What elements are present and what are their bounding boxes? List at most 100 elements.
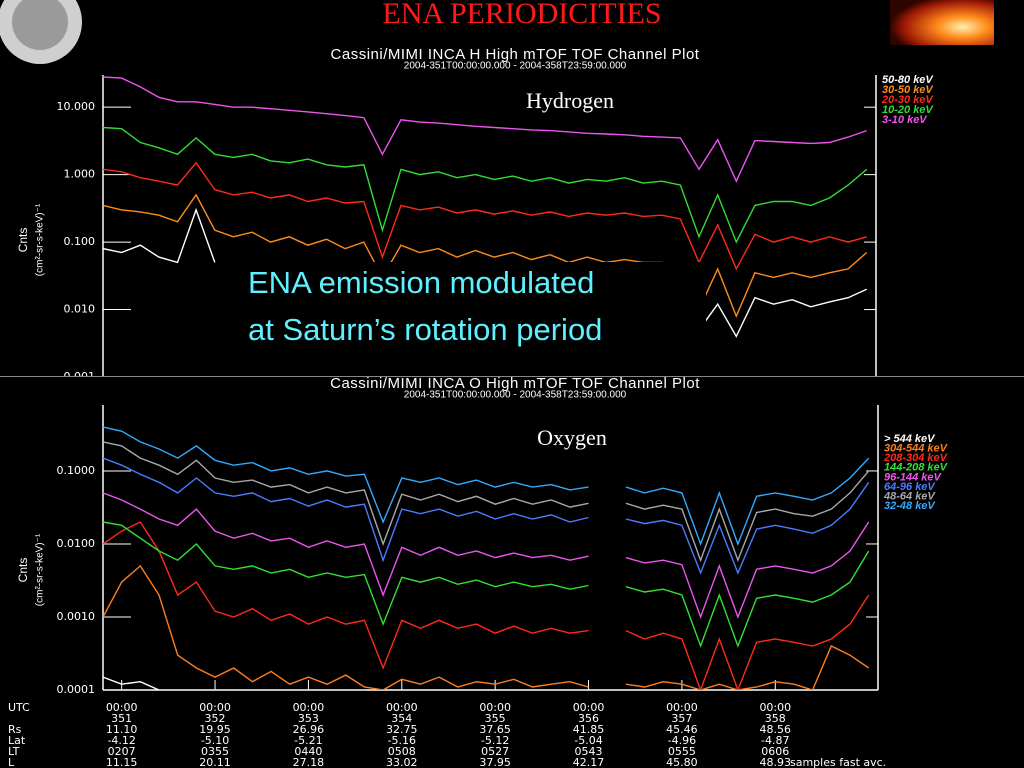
y-label: Cnts (cm²-sr-s-keV)⁻¹ — [16, 203, 45, 276]
cell: 42.17 — [573, 756, 605, 768]
y-label-line: (cm²-sr-s-keV)⁻¹ — [35, 203, 46, 276]
legend-entry: 64-96 keV — [884, 481, 936, 493]
annotation-line: at Saturn’s rotation period — [248, 312, 602, 347]
legend-entry: 144-208 keV — [884, 462, 949, 474]
legend-entry: 304-544 keV — [884, 443, 949, 455]
cell: -5.04 — [574, 734, 602, 747]
cell: 00:00 — [573, 701, 605, 714]
chart-label: Hydrogen — [526, 88, 614, 113]
logo-inner — [12, 0, 68, 50]
cell: -5.21 — [294, 734, 322, 747]
y-tick-label: 10.000 — [57, 100, 96, 113]
cell: 00:00 — [759, 701, 791, 714]
cell: 37.65 — [479, 723, 511, 736]
cell: 32.75 — [386, 723, 418, 736]
cell: 0543 — [575, 745, 603, 758]
y-tick-label: 0.0010 — [57, 610, 96, 623]
series-line — [103, 426, 870, 547]
cell: -4.87 — [761, 734, 789, 747]
row-name: Rs — [8, 723, 22, 736]
cell: 00:00 — [666, 701, 698, 714]
cell: 0606 — [761, 745, 789, 758]
legend-entry: 96-144 keV — [884, 471, 943, 483]
annotation-box — [244, 262, 706, 354]
cell: 0440 — [294, 745, 322, 758]
y-label: Cnts (cm²-sr-s-keV)⁻¹ — [16, 533, 45, 606]
y-label-line: Cnts — [16, 558, 30, 583]
series-line — [103, 457, 870, 575]
series-line — [103, 193, 868, 318]
x-tick-label: 356 — [578, 712, 599, 725]
cell: 00:00 — [106, 701, 138, 714]
row-name: Lat — [8, 734, 26, 747]
cell: 0555 — [668, 745, 696, 758]
series-group — [103, 76, 868, 338]
cell: 00:00 — [199, 701, 231, 714]
chart: Cassini/MIMI INCA O High mTOF TOF Channe… — [16, 375, 949, 696]
cell: 26.96 — [293, 723, 325, 736]
legend-entry: 10-20 keV — [882, 104, 934, 116]
charts: Cassini/MIMI INCA H High mTOF TOF Channe… — [16, 46, 948, 696]
row-name: UTC — [8, 701, 30, 714]
series-line — [103, 492, 870, 620]
series-line — [103, 76, 867, 183]
series-line — [103, 521, 870, 649]
saturn-image — [890, 0, 994, 45]
cell: 0207 — [108, 745, 136, 758]
y-tick-label: 0.001 — [64, 370, 96, 383]
cell: -4.96 — [668, 734, 696, 747]
series-line — [103, 161, 867, 271]
cell: -5.16 — [388, 734, 416, 747]
series-line — [103, 676, 160, 690]
row-name: LT — [8, 745, 20, 758]
cell: 48.56 — [760, 723, 792, 736]
cell: 27.18 — [293, 756, 325, 768]
y-tick-label: 0.0001 — [57, 683, 96, 696]
x-tick-label: 357 — [671, 712, 692, 725]
y-label-line: (cm²-sr-s-keV)⁻¹ — [35, 533, 46, 606]
row-name: L — [8, 756, 15, 768]
chart-title: Cassini/MIMI INCA O High mTOF TOF Channe… — [330, 375, 700, 392]
cell: 11.10 — [106, 723, 138, 736]
cell: 19.95 — [199, 723, 231, 736]
cell: -5.10 — [201, 734, 229, 747]
cell: 00:00 — [386, 701, 418, 714]
table-note: samples fast avc. — [790, 756, 886, 768]
cell: -5.12 — [481, 734, 509, 747]
legend-entry: 48-64 keV — [883, 491, 936, 503]
cell: 00:00 — [479, 701, 511, 714]
cell: 33.02 — [386, 756, 418, 768]
legend-entry: 3-10 keV — [882, 114, 928, 126]
series-line — [103, 441, 870, 563]
x-tick-label: 355 — [485, 712, 506, 725]
series-line — [103, 126, 868, 244]
ephemeris-table: UTC 00:00 00:00 00:00 00:00 00:00 00:00 00:00 00… — [8, 701, 886, 768]
chart-subtitle: 2004-351T00:00:00.000 - 2004-358T23:59:0… — [404, 390, 627, 401]
cell: 45.80 — [666, 756, 698, 768]
series-group — [103, 426, 870, 690]
y-label-line: Cnts — [16, 228, 30, 253]
legend-entry: 50-80 keV — [882, 74, 934, 86]
cell: 41.85 — [573, 723, 605, 736]
cell: 0508 — [388, 745, 416, 758]
x-tick-label: 358 — [765, 712, 786, 725]
cell: 45.46 — [666, 723, 698, 736]
cell: 48.93 — [760, 756, 792, 768]
x-tick-label: 351 — [111, 712, 132, 725]
series-line — [103, 521, 870, 690]
chart-label: Oxygen — [537, 425, 607, 450]
cell: -4.12 — [107, 734, 135, 747]
slide-title: ENA PERIODICITIES — [382, 0, 661, 30]
x-tick-label: 353 — [298, 712, 319, 725]
cell: 0355 — [201, 745, 229, 758]
series-line — [103, 564, 870, 690]
x-tick-label: 354 — [391, 712, 412, 725]
cell: 20.11 — [199, 756, 231, 768]
cell: 0527 — [481, 745, 509, 758]
chart: Cassini/MIMI INCA H High mTOF TOF Channe… — [16, 46, 934, 383]
y-tick-label: 0.010 — [64, 303, 96, 316]
y-tick-label: 1.000 — [64, 168, 96, 181]
chart-title: Cassini/MIMI INCA H High mTOF TOF Channe… — [331, 46, 700, 63]
y-tick-label: 0.0100 — [57, 537, 96, 550]
